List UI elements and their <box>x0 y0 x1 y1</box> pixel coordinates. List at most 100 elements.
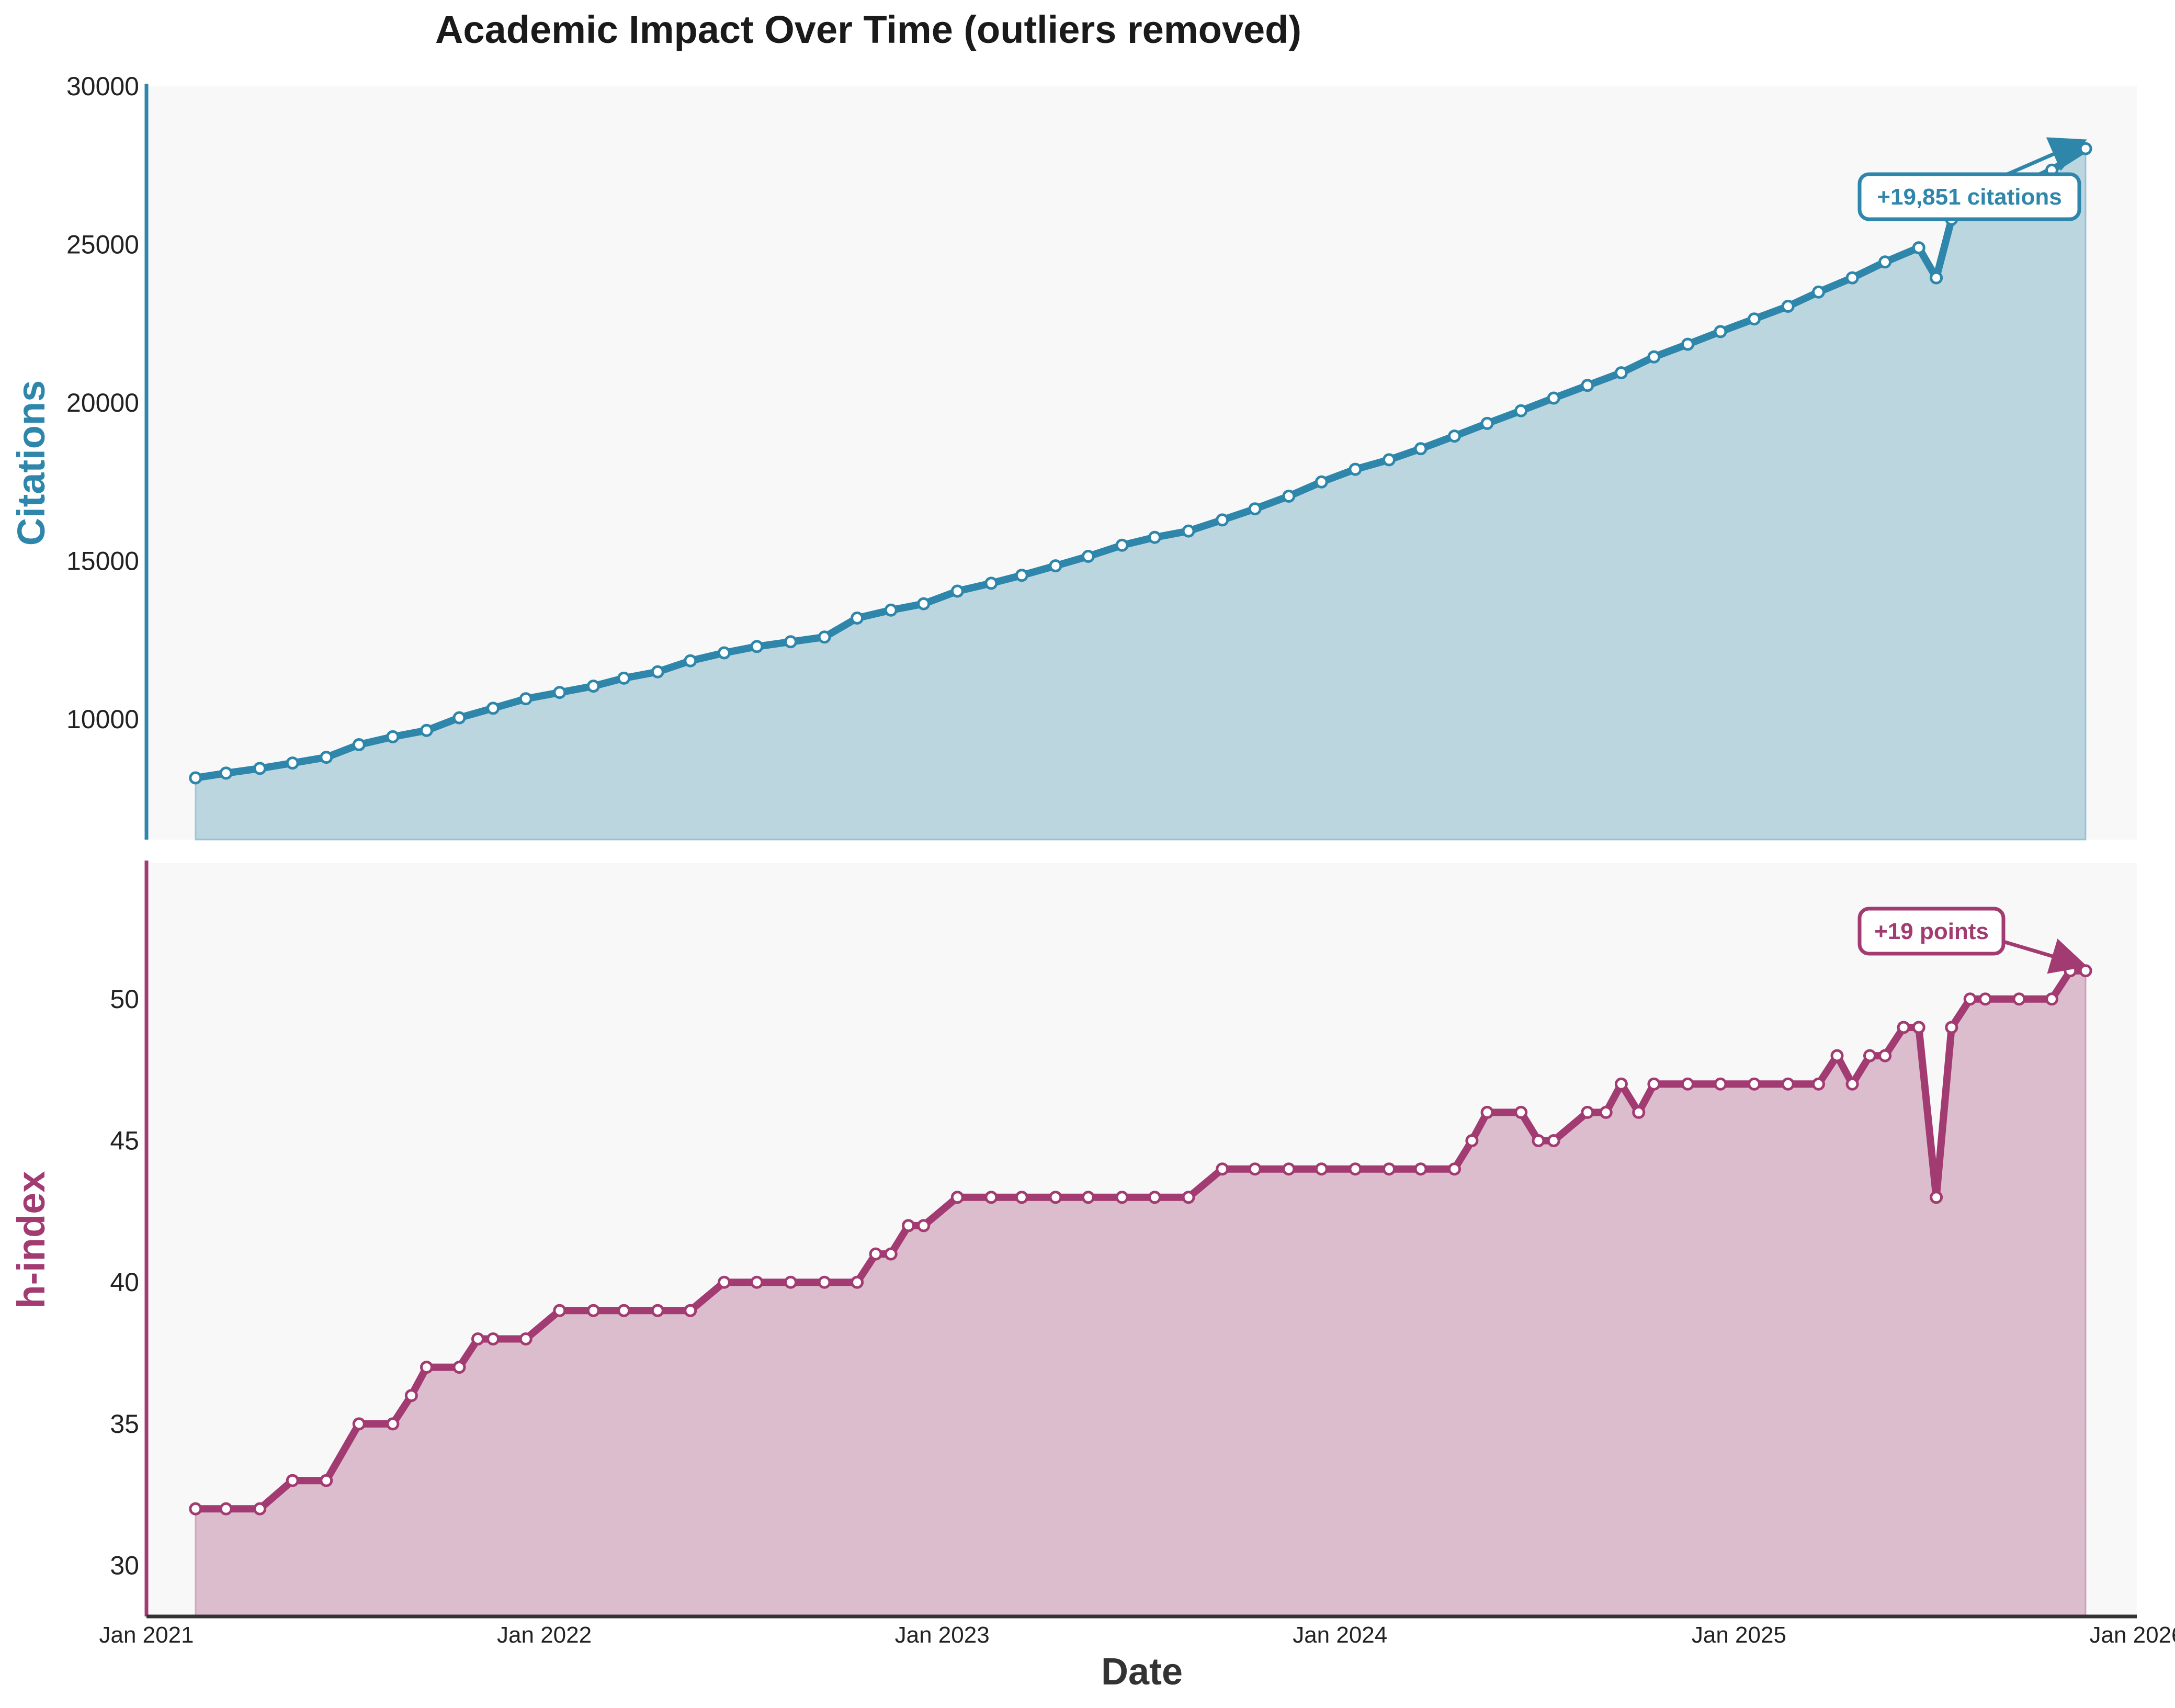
hindex-point-30 <box>1049 1191 1062 1204</box>
chart-title: Academic Impact Over Time (outliers remo… <box>435 8 1301 51</box>
citations-point-40 <box>1514 404 1528 417</box>
citations-point-41 <box>1547 391 1560 405</box>
citations-point-20 <box>851 612 864 625</box>
hindex-point-31 <box>1081 1191 1095 1204</box>
citations-point-52 <box>1912 241 1925 255</box>
hindex-y-tick-0: 30 <box>110 1551 139 1580</box>
citations-y-tick-1: 15000 <box>66 547 139 576</box>
citations-y-tick-0: 10000 <box>66 705 139 734</box>
citations-point-18 <box>784 635 797 649</box>
hindex-point-33 <box>1148 1191 1161 1204</box>
citations-point-39 <box>1480 416 1494 430</box>
hindex-point-1 <box>219 1502 233 1515</box>
hindex-point-6 <box>386 1417 400 1431</box>
hindex-y-axis-label: h-index <box>9 1171 53 1308</box>
hindex-point-43 <box>1465 1134 1479 1147</box>
citations-point-17 <box>750 640 764 653</box>
citations-point-49 <box>1812 285 1825 299</box>
hindex-point-0 <box>189 1502 202 1515</box>
citations-point-37 <box>1414 442 1428 456</box>
citations-point-0 <box>189 771 202 785</box>
hindex-annotation-arrow <box>2003 938 2088 974</box>
hindex-point-2 <box>253 1502 267 1515</box>
hindex-y-tick-3: 45 <box>110 1126 139 1156</box>
citations-point-34 <box>1315 475 1328 489</box>
citations-point-12 <box>586 680 600 693</box>
x-tick-5: Jan 2026 <box>2089 1622 2175 1648</box>
hindex-point-54 <box>1714 1077 1727 1091</box>
citations-point-21 <box>884 603 898 617</box>
hindex-point-26 <box>917 1219 931 1232</box>
hindex-annotation-text: +19 points <box>1874 919 1989 944</box>
hindex-point-10 <box>471 1332 484 1345</box>
hindex-point-22 <box>851 1275 864 1289</box>
citations-point-15 <box>684 654 697 668</box>
hindex-point-68 <box>2012 992 2026 1006</box>
hindex-point-27 <box>950 1191 964 1204</box>
hindex-point-15 <box>617 1304 631 1317</box>
hindex-point-8 <box>420 1361 433 1374</box>
hindex-point-63 <box>1912 1021 1925 1034</box>
hindex-point-42 <box>1448 1162 1461 1176</box>
chart-panels: 10000 15000 20000 25000 30000 Citations +19,85… <box>9 72 2137 1617</box>
citations-point-36 <box>1383 453 1396 467</box>
hindex-point-57 <box>1812 1077 1825 1091</box>
citations-y-tick-4: 30000 <box>66 72 139 101</box>
citations-point-5 <box>352 738 366 751</box>
x-axis: Jan 2021 Jan 2022 Jan 2023 Jan 2024 Jan 2025… <box>99 1614 2175 1648</box>
hindex-point-9 <box>452 1361 466 1374</box>
hindex-point-40 <box>1383 1162 1396 1176</box>
hindex-point-39 <box>1349 1162 1362 1176</box>
citations-point-25 <box>1015 569 1028 582</box>
hindex-point-4 <box>320 1474 333 1487</box>
hindex-y-tick-4: 50 <box>110 985 139 1014</box>
citations-point-48 <box>1781 300 1795 313</box>
hindex-annotation-box <box>1857 907 2006 956</box>
hindex-point-5 <box>352 1417 366 1431</box>
citations-point-45 <box>1681 337 1694 351</box>
citations-point-50 <box>1845 271 1859 285</box>
citations-point-29 <box>1148 530 1161 544</box>
citations-y-tick-2: 20000 <box>66 388 139 417</box>
hindex-point-34 <box>1182 1191 1195 1204</box>
x-tick-2: Jan 2023 <box>895 1622 990 1648</box>
citations-point-53 <box>1930 271 1943 285</box>
hindex-point-13 <box>553 1304 567 1317</box>
hindex-point-18 <box>717 1275 731 1289</box>
hindex-point-12 <box>519 1332 533 1345</box>
citations-point-35 <box>1349 462 1362 476</box>
hindex-point-53 <box>1681 1077 1694 1091</box>
citations-point-23 <box>950 584 964 598</box>
hindex-point-59 <box>1845 1077 1859 1091</box>
hindex-point-46 <box>1532 1134 1545 1147</box>
hindex-point-37 <box>1282 1162 1296 1176</box>
citations-annotation-text: +19,851 citations <box>1877 184 2061 210</box>
hindex-point-62 <box>1897 1021 1910 1034</box>
hindex-point-16 <box>651 1304 664 1317</box>
hindex-point-47 <box>1547 1134 1560 1147</box>
citations-point-13 <box>617 671 631 685</box>
citations-panel: 10000 15000 20000 25000 30000 Citations +19,85… <box>9 72 2137 841</box>
hindex-point-7 <box>404 1389 418 1402</box>
citations-point-2 <box>253 762 267 775</box>
hindex-point-24 <box>884 1247 898 1261</box>
citations-point-30 <box>1182 524 1195 538</box>
x-tick-1: Jan 2022 <box>497 1622 592 1648</box>
hindex-point-23 <box>869 1247 882 1261</box>
hindex-point-49 <box>1599 1105 1613 1119</box>
hindex-point-58 <box>1830 1049 1844 1062</box>
citations-point-19 <box>818 630 831 644</box>
x-tick-3: Jan 2024 <box>1293 1622 1387 1648</box>
hindex-point-56 <box>1781 1077 1795 1091</box>
hindex-point-71 <box>2079 964 2092 978</box>
hindex-panel: 30 35 40 45 50 h-index +19 points <box>9 861 2137 1617</box>
hindex-point-64 <box>1930 1191 1943 1204</box>
hindex-point-36 <box>1248 1162 1262 1176</box>
citations-point-28 <box>1115 538 1129 552</box>
hindex-point-20 <box>784 1275 797 1289</box>
citations-point-14 <box>651 665 664 678</box>
citations-y-axis-label: Citations <box>9 380 53 546</box>
hindex-point-28 <box>984 1191 998 1204</box>
x-tick-0: Jan 2021 <box>99 1622 194 1648</box>
hindex-point-45 <box>1514 1105 1528 1119</box>
